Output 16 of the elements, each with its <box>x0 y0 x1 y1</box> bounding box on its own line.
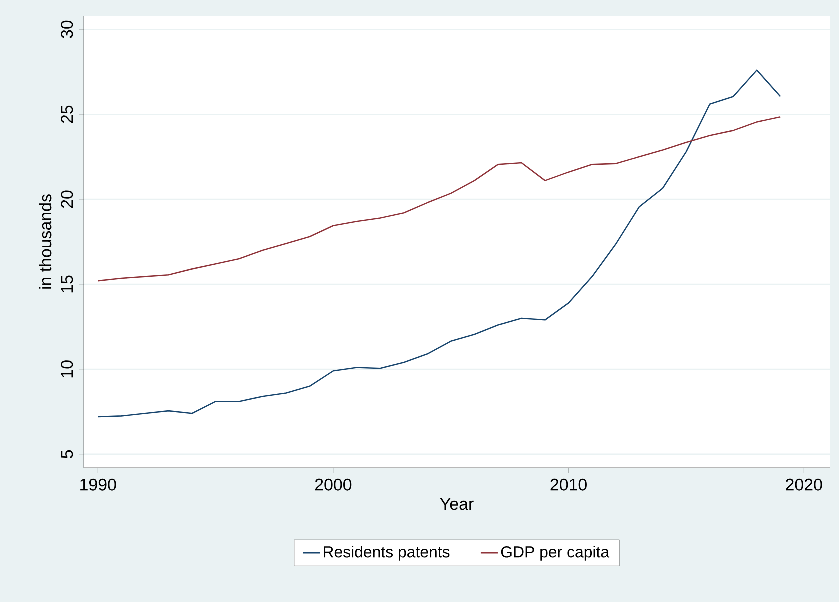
y-tick-label: 25 <box>61 106 74 124</box>
y-tick-label: 15 <box>61 276 74 293</box>
x-tick-label: 2000 <box>315 478 352 491</box>
y-tick-label: 30 <box>61 20 74 38</box>
y-tick-label: 5 <box>61 450 74 458</box>
y-tick-label: 20 <box>61 190 74 208</box>
y-tick-label: 10 <box>61 360 74 378</box>
x-axis-title: Year <box>440 498 474 510</box>
line-series <box>97 116 782 282</box>
legend-label: GDP per capita <box>501 546 610 561</box>
line-series <box>97 70 782 418</box>
y-axis-title: in thousands <box>39 194 52 289</box>
legend-label: Residents patents <box>324 546 450 561</box>
x-tick-label: 2010 <box>550 478 587 491</box>
x-tick-label: 2020 <box>786 478 822 491</box>
x-tick-label: 1990 <box>80 478 116 491</box>
